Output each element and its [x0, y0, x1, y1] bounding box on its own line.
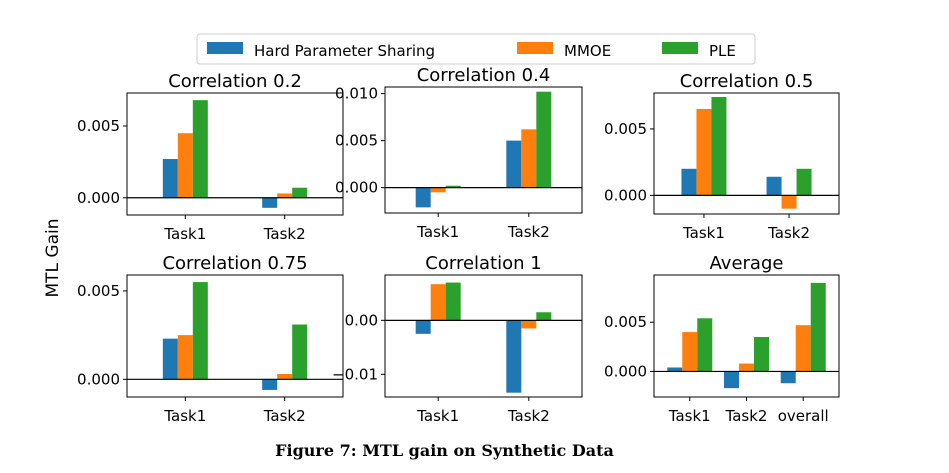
- chart-panel: Correlation 0.4 0.000 0.005 0.010 Task1 Task2: [335, 65, 583, 241]
- chart-panel: Correlation 1 −0.01 0.00 Task1 Task2: [332, 253, 583, 425]
- chart-panel: Correlation 0.75 0.000 0.005 Task1 Task2: [77, 253, 344, 425]
- y-tick-label: 0.005: [604, 120, 647, 138]
- axes-frame: [126, 92, 344, 216]
- legend-label: Hard Parameter Sharing: [254, 42, 435, 60]
- x-tick-label: Task1: [668, 407, 711, 425]
- bar: [430, 187, 446, 193]
- bar: [780, 371, 796, 384]
- bar: [177, 133, 193, 198]
- x-tick-label: overall: [778, 407, 829, 425]
- legend-swatch: [207, 42, 243, 54]
- bar: [277, 193, 293, 198]
- x-tick-label: Task1: [416, 223, 459, 241]
- chart-panel: Correlation 0.2 0.000 0.005 Task1 Task2: [77, 71, 344, 243]
- bar: [277, 374, 293, 380]
- y-tick-label: 0.00: [345, 311, 378, 329]
- bar: [536, 312, 552, 321]
- y-tick-label: 0.000: [335, 179, 378, 197]
- bar: [711, 96, 727, 196]
- bar: [292, 187, 308, 198]
- bar: [445, 282, 461, 321]
- panel-title: Correlation 1: [425, 253, 541, 274]
- y-tick-label: 0.005: [77, 282, 120, 300]
- y-tick-label: −0.01: [332, 365, 378, 383]
- axes-frame: [126, 274, 344, 398]
- bar: [696, 108, 712, 196]
- y-tick-label: 0.005: [335, 132, 378, 150]
- y-tick-label: 0.000: [604, 186, 647, 204]
- x-tick-label: Task2: [507, 223, 550, 241]
- bar: [796, 168, 812, 196]
- bar: [192, 282, 208, 380]
- bar: [177, 335, 193, 380]
- bar: [766, 176, 782, 196]
- x-tick-label: Task2: [767, 224, 810, 242]
- panel-title: Correlation 0.2: [168, 71, 302, 92]
- bar: [781, 195, 797, 209]
- legend-label: PLE: [709, 42, 736, 60]
- bar: [445, 185, 461, 188]
- figure-caption: Figure 7: MTL gain on Synthetic Data: [275, 441, 614, 460]
- legend-box: [196, 33, 756, 65]
- y-tick-label: 0.005: [77, 117, 120, 135]
- x-tick-label: Task1: [682, 224, 725, 242]
- chart-panel: Average 0.000 0.005 Task1 Task2 overall: [604, 253, 840, 425]
- bar: [810, 282, 826, 372]
- x-tick-label: Task1: [163, 407, 206, 425]
- bar: [521, 129, 537, 188]
- legend: Hard Parameter Sharing MMOE PLE: [196, 33, 756, 65]
- x-tick-label: Task2: [263, 225, 306, 243]
- y-tick-label: 0.000: [604, 362, 647, 380]
- y-axis-label: MTL Gain: [43, 218, 63, 297]
- bar: [667, 367, 683, 372]
- panel-title: Correlation 0.75: [162, 253, 307, 274]
- bar: [192, 100, 208, 198]
- legend-swatch: [517, 42, 553, 54]
- bar: [521, 320, 537, 329]
- x-tick-label: Task1: [163, 225, 206, 243]
- bar: [262, 379, 278, 390]
- axes-frame: [384, 86, 583, 214]
- y-tick-label: 0.000: [77, 370, 120, 388]
- bar: [739, 363, 754, 372]
- bar: [162, 159, 178, 198]
- x-tick-label: Task2: [725, 407, 768, 425]
- panel-title: Correlation 0.5: [680, 71, 814, 92]
- bar: [415, 187, 431, 208]
- axes-frame: [384, 274, 583, 398]
- bar: [506, 140, 522, 188]
- panel-title: Average: [710, 253, 784, 274]
- bar: [536, 91, 552, 188]
- bar: [162, 338, 178, 380]
- bar: [724, 371, 739, 389]
- axes-frame: [653, 92, 840, 215]
- bar: [697, 318, 713, 372]
- x-tick-label: Task2: [507, 407, 550, 425]
- legend-label: MMOE: [564, 42, 611, 60]
- x-tick-label: Task1: [416, 407, 459, 425]
- y-tick-label: 0.010: [335, 85, 378, 103]
- bar: [795, 325, 811, 372]
- panel-title: Correlation 0.4: [417, 65, 551, 86]
- bar: [682, 332, 698, 372]
- bar: [430, 284, 446, 321]
- y-tick-label: 0.005: [604, 313, 647, 331]
- legend-swatch: [662, 42, 698, 54]
- y-tick-label: 0.000: [77, 189, 120, 207]
- bar: [754, 336, 769, 372]
- bar: [262, 197, 278, 208]
- chart-panel: Correlation 0.5 0.000 0.005 Task1 Task2: [604, 71, 840, 242]
- bar: [681, 168, 697, 196]
- bar: [415, 320, 431, 334]
- bar: [506, 320, 522, 393]
- bar: [292, 324, 308, 380]
- x-tick-label: Task2: [263, 407, 306, 425]
